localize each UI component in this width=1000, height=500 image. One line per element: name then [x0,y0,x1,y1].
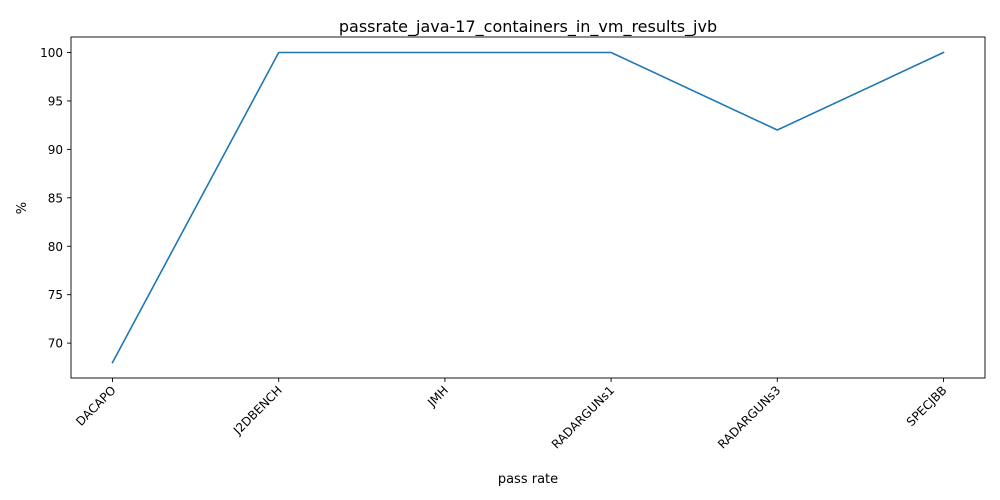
x-tick-label: SPECJBB [904,383,950,429]
y-tick-label: 80 [48,240,63,254]
x-tick-label: RADARGUNs3 [715,383,783,451]
plot-area: 70 75 80 85 90 95 100 DACAPO J2DBENCH JMH RADARGUN… [40,36,986,452]
x-axis-label: pass rate [498,472,558,487]
y-tick-label: 95 [48,94,63,108]
y-tick-label: 85 [48,191,63,205]
series-line [111,51,945,364]
y-axis-label: % [15,202,30,214]
y-tick-label: 70 [48,337,63,351]
chart-title: passrate_java-17_containers_in_vm_result… [339,17,717,37]
y-tick-label: 75 [48,288,63,302]
y-tick-label: 100 [40,46,63,60]
y-tick-label: 90 [48,143,63,157]
x-tick-label: RADARGUNs1 [549,383,617,451]
x-tick-label: JMH [424,383,451,410]
plot-frame [70,36,986,379]
x-tick-label: DACAPO [73,383,118,428]
x-tick-label: J2DBENCH [230,383,285,438]
